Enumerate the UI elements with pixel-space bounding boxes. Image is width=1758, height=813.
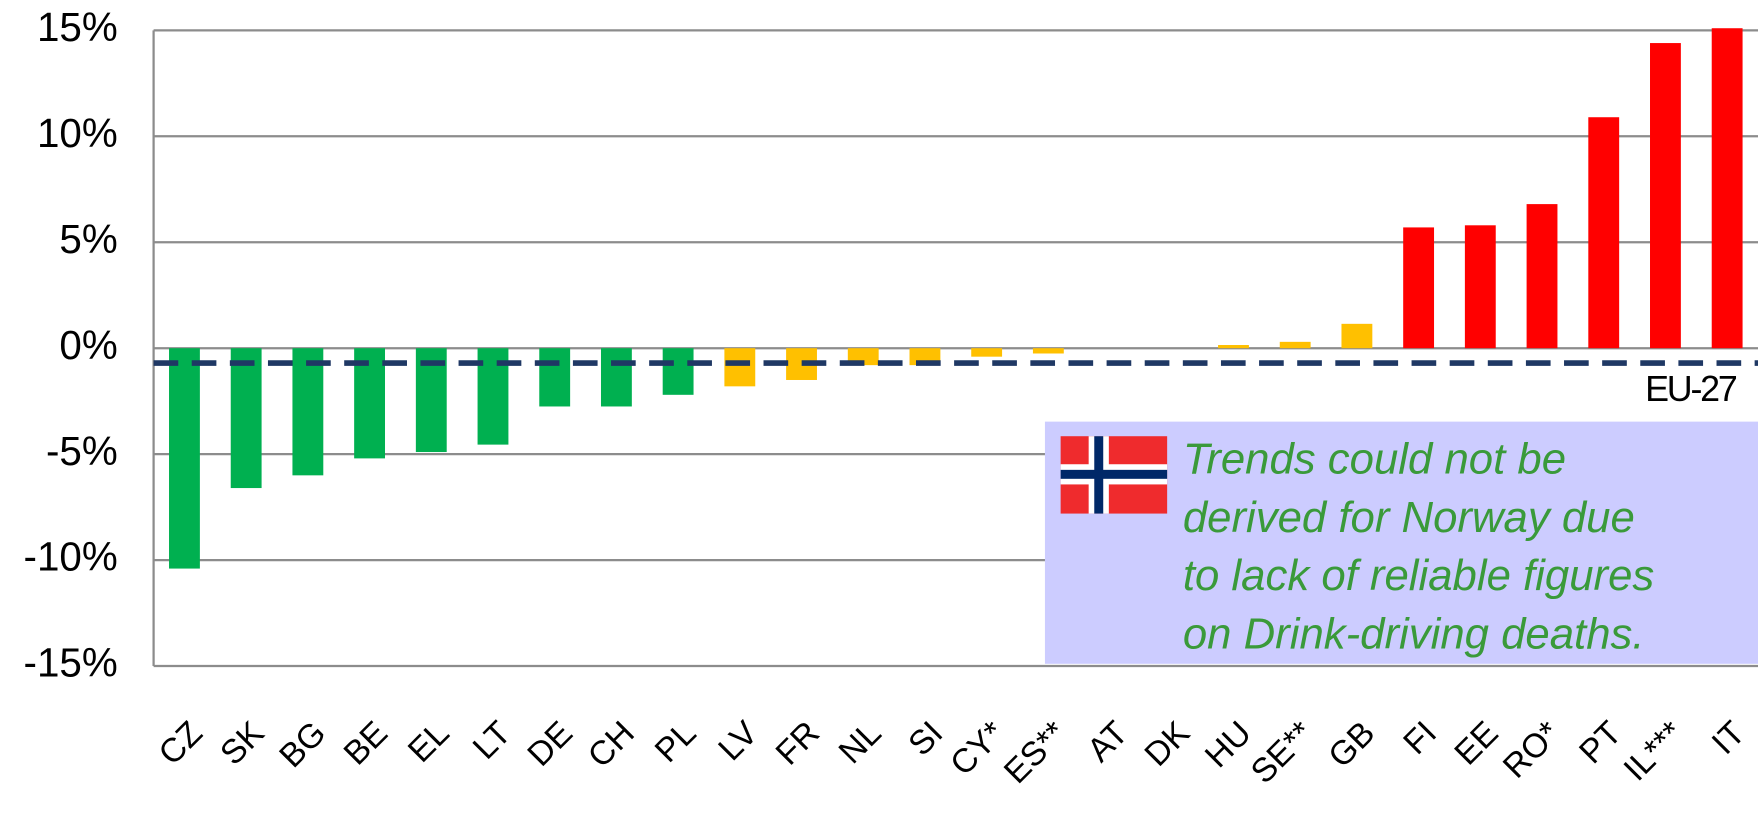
bar <box>292 348 324 476</box>
x-tick-label: DK <box>1138 714 1198 774</box>
bar <box>600 348 632 407</box>
x-tick-label: AT <box>1081 715 1136 770</box>
y-tick-label: 10% <box>37 110 118 156</box>
x-tick-label: LT <box>466 715 518 767</box>
annotation-text: Trends could not be <box>1183 435 1566 484</box>
bar <box>971 348 1003 357</box>
y-tick-label: -15% <box>24 640 118 686</box>
norway-flag <box>1060 436 1168 514</box>
x-tick-label: CY* <box>944 715 1012 783</box>
y-tick-label: 15% <box>37 4 118 50</box>
x-tick-label: GB <box>1322 715 1383 776</box>
bar <box>1032 348 1064 354</box>
x-tick-label: FI <box>1397 715 1444 762</box>
reference-label: EU-27 <box>1645 369 1737 409</box>
bar <box>1218 345 1249 349</box>
bar <box>1464 225 1496 349</box>
x-tick-label: FR <box>769 715 827 773</box>
bar <box>1711 28 1743 349</box>
x-tick-label: DE <box>521 715 580 774</box>
bar <box>230 348 262 489</box>
bar <box>1403 227 1435 349</box>
bar <box>1279 341 1311 349</box>
annotation-text: on Drink-driving deaths. <box>1183 609 1645 658</box>
annotation-text: derived for Norway due <box>1183 493 1635 542</box>
bar <box>662 348 694 395</box>
bar <box>539 348 571 407</box>
x-tick-label: SE** <box>1244 715 1320 791</box>
y-tick-label: -5% <box>46 428 118 474</box>
x-tick-label: ES** <box>997 715 1073 791</box>
x-tick-label: BG <box>273 715 334 776</box>
y-tick-label: -10% <box>24 534 118 580</box>
y-tick-label: 5% <box>59 216 117 262</box>
bar <box>354 348 386 459</box>
y-tick-label: 0% <box>59 322 117 368</box>
x-tick-label: IL*** <box>1617 715 1691 789</box>
x-tick-label: CZ <box>152 715 210 773</box>
x-tick-label: IT <box>1705 715 1752 762</box>
x-tick-label: EE <box>1448 715 1506 773</box>
bar <box>169 348 200 569</box>
x-tick-label: BE <box>337 715 395 773</box>
bar <box>1650 43 1681 349</box>
x-tick-label: RO* <box>1496 715 1567 786</box>
bar <box>1526 204 1558 349</box>
x-tick-label: SK <box>214 714 272 772</box>
x-tick-label: PL <box>648 715 703 770</box>
x-tick-label: CH <box>581 715 642 776</box>
annotation-text: to lack of reliable figures <box>1183 551 1654 600</box>
x-tick-label: LV <box>712 714 766 768</box>
x-tick-label: EL <box>401 715 456 770</box>
bar <box>1341 323 1373 349</box>
bar <box>1588 117 1620 349</box>
x-tick-label: NL <box>832 715 889 772</box>
bar <box>724 348 756 387</box>
